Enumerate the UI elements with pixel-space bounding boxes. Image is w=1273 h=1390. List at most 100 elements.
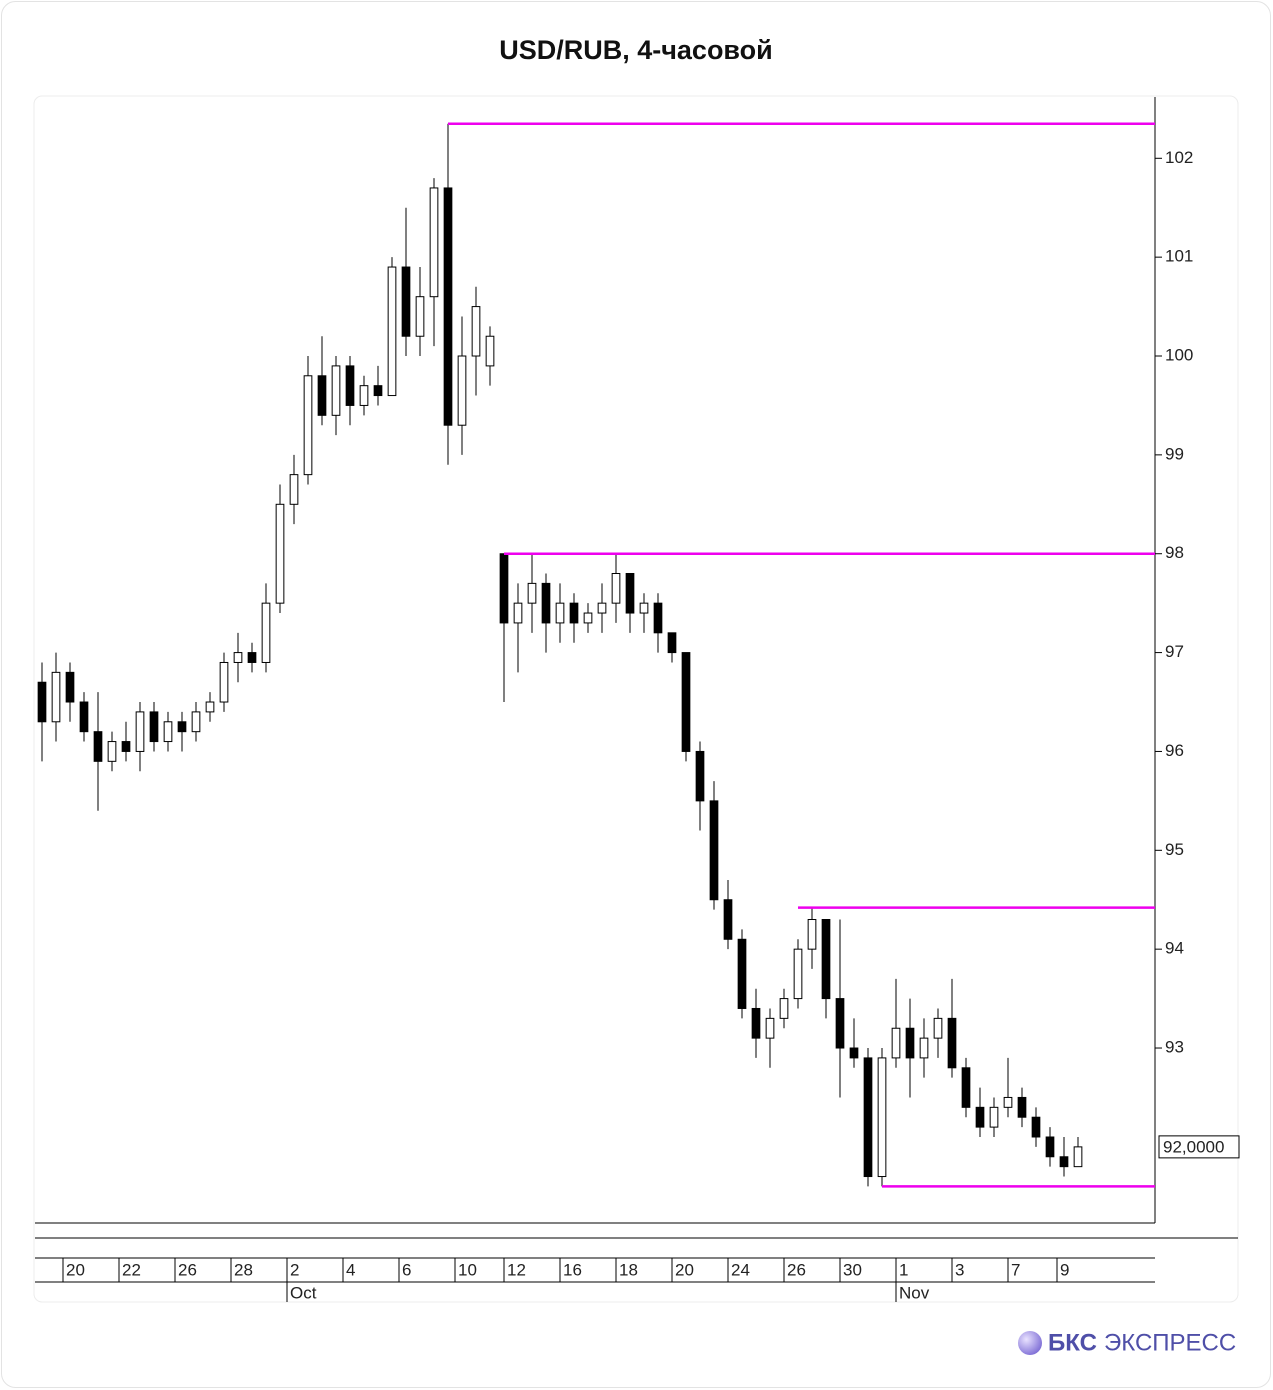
candle-body [989, 1106, 999, 1128]
candle-body [821, 919, 831, 1000]
candle-body [219, 661, 229, 703]
y-tick-label: 97 [1165, 642, 1184, 661]
candle-body [961, 1067, 971, 1108]
x-tick-label: 22 [122, 1260, 141, 1279]
candle-body [681, 652, 691, 752]
candle-body [555, 602, 565, 624]
x-tick-label: 26 [178, 1260, 197, 1279]
candle-body [51, 671, 61, 723]
y-tick-label: 93 [1165, 1038, 1184, 1057]
candle-body [65, 671, 75, 703]
y-tick-label: 102 [1165, 148, 1193, 167]
candle-body [471, 306, 481, 357]
candle-body [933, 1017, 943, 1039]
candle-body [93, 731, 103, 762]
candle-body [779, 998, 789, 1019]
candle-body [401, 266, 411, 337]
candle-body [1003, 1096, 1013, 1108]
x-tick-label: 30 [843, 1260, 862, 1279]
chart-title: USD/RUB, 4-часовой [499, 35, 773, 65]
candle-body [149, 711, 159, 743]
candle-body [835, 998, 845, 1049]
candle-body [415, 296, 425, 337]
candle-body [849, 1047, 859, 1059]
y-tick-label: 101 [1165, 247, 1193, 266]
candle-body [205, 701, 215, 713]
candle-body [191, 711, 201, 733]
x-tick-label: 20 [675, 1260, 694, 1279]
x-tick-label: 24 [731, 1260, 750, 1279]
x-tick-label: 28 [234, 1260, 253, 1279]
y-tick-label: 99 [1165, 444, 1184, 463]
candle-body [541, 582, 551, 624]
candle-body [947, 1017, 957, 1069]
y-tick-label: 95 [1165, 840, 1184, 859]
y-tick-label: 98 [1165, 543, 1184, 562]
candle-body [457, 355, 467, 426]
y-tick-label: 100 [1165, 345, 1193, 364]
candle-body [247, 652, 257, 663]
x-tick-label: 16 [563, 1260, 582, 1279]
y-tick-label: 94 [1165, 939, 1184, 958]
x-tick-label: 3 [955, 1260, 964, 1279]
candle-body [233, 652, 243, 663]
x-tick-label: 2 [290, 1260, 299, 1279]
candle-body [863, 1057, 873, 1178]
candle-body [639, 602, 649, 614]
candle-body [345, 365, 355, 406]
candle-body [485, 335, 495, 367]
candle-body [653, 602, 663, 634]
candle-body [177, 721, 187, 733]
x-tick-label: 20 [66, 1260, 85, 1279]
candle-body [1045, 1136, 1055, 1158]
candle-body [765, 1017, 775, 1039]
candle-body [527, 582, 537, 604]
candle-body [303, 375, 313, 476]
candle-body [163, 721, 173, 743]
x-tick-label: 1 [899, 1260, 908, 1279]
last-price-label: 92,0000 [1163, 1137, 1224, 1156]
candle-body [1017, 1096, 1027, 1118]
logo-icon [1018, 1331, 1042, 1355]
candle-body [429, 187, 439, 298]
x-tick-label: 18 [619, 1260, 638, 1279]
candle-body [289, 474, 299, 505]
candle-body [793, 948, 803, 1000]
candle-body [1059, 1156, 1069, 1168]
x-tick-label: 12 [507, 1260, 526, 1279]
logo-brand: БКС [1048, 1329, 1097, 1356]
candle-body [275, 503, 285, 604]
candle-body [695, 750, 705, 802]
candle-body [261, 602, 271, 663]
x-tick-label: 6 [402, 1260, 411, 1279]
candle-body [975, 1106, 985, 1128]
candle-body [597, 602, 607, 614]
candle-body [877, 1057, 887, 1178]
candle-body [919, 1037, 929, 1059]
x-tick-label: 7 [1011, 1260, 1020, 1279]
candle-body [79, 701, 89, 733]
x-tick-label: 26 [787, 1260, 806, 1279]
candle-body [723, 899, 733, 940]
candle-body [37, 681, 47, 723]
x-tick-label: 4 [346, 1260, 355, 1279]
candle-body [905, 1027, 915, 1059]
candle-body [667, 632, 677, 654]
candle-body [569, 602, 579, 624]
y-tick-label: 96 [1165, 741, 1184, 760]
candle-body [625, 572, 635, 614]
candle-body [359, 385, 369, 406]
candle-body [317, 375, 327, 416]
x-tick-label: 9 [1060, 1260, 1069, 1279]
month-label: Nov [899, 1283, 930, 1302]
candle-body [387, 266, 397, 397]
x-tick-label: 10 [458, 1260, 477, 1279]
chart-frame [33, 95, 1239, 1303]
last-price-box [1158, 1135, 1240, 1159]
candle-body [1073, 1146, 1083, 1168]
month-label: Oct [290, 1283, 317, 1302]
candle-body [807, 919, 817, 950]
candle-body [135, 711, 145, 752]
